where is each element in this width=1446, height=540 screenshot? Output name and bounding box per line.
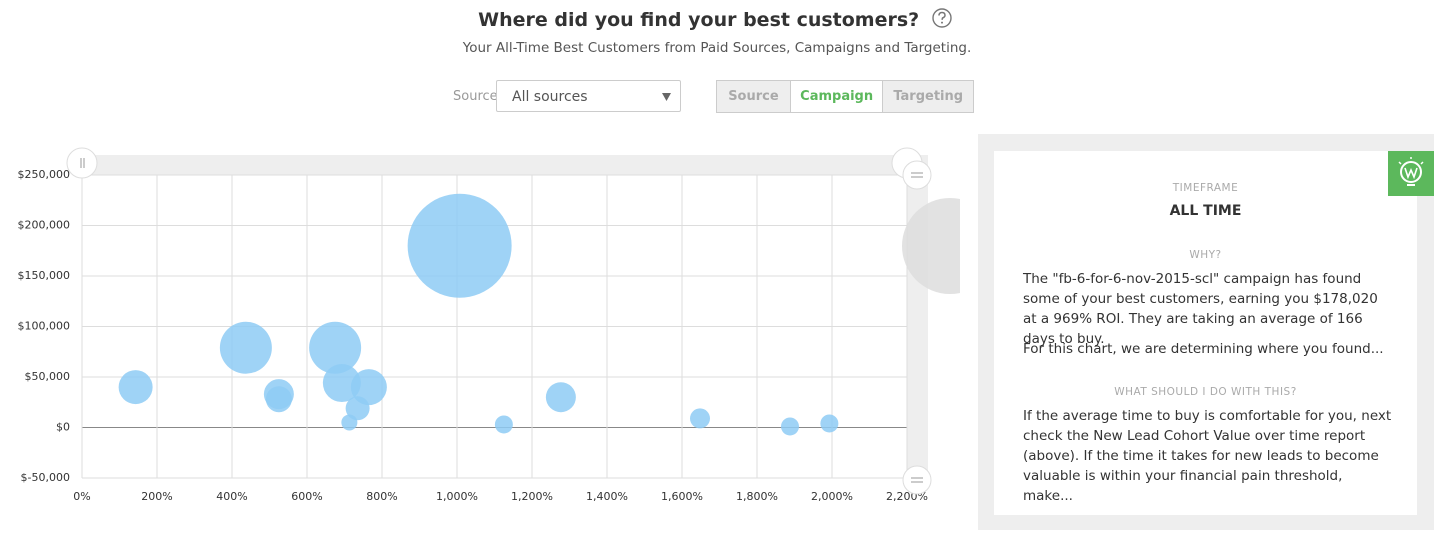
slider-handle[interactable]: [902, 160, 932, 190]
why-text: The "fb-6-for-6-nov-2015-scl" campaign h…: [1023, 271, 1378, 347]
y-tick-label: $100,000: [18, 320, 71, 333]
x-tick-label: 600%: [291, 490, 322, 503]
tab[interactable]: Campaign: [790, 81, 884, 112]
tab-group: Source Campaign Targeting: [716, 80, 974, 113]
source-select[interactable]: All sources: [496, 80, 681, 112]
x-tick-label: 200%: [141, 490, 172, 503]
y-tick-label: $50,000: [25, 370, 71, 383]
y-tick-label: $-50,000: [21, 471, 70, 484]
chart: $-50,000 $0 $50,000 $100,000 $150,000 $200,00…: [18, 147, 960, 503]
x-tick-label: 800%: [366, 490, 397, 503]
bubble: [345, 396, 370, 421]
slider-handle[interactable]: [902, 465, 932, 495]
bubble: [690, 408, 710, 429]
y-tick-label: $200,000: [18, 219, 71, 232]
range-slider[interactable]: [82, 155, 907, 175]
handles: [66, 147, 932, 495]
x-tick-label: 1,000%: [436, 490, 478, 503]
range-slider-vertical[interactable]: [907, 155, 928, 480]
bubble: [820, 414, 839, 433]
x-tick-label: 1,600%: [661, 490, 703, 503]
insight-card: [994, 151, 1417, 515]
y-tick-label: $150,000: [18, 269, 71, 282]
y-tick-label: $250,000: [18, 168, 71, 181]
y-tick-label: $0: [56, 421, 70, 434]
x-tick-label: 2,000%: [811, 490, 853, 503]
bubble: [322, 364, 361, 403]
bubble: [407, 193, 512, 298]
hover-shadow: [902, 198, 960, 294]
bubble: [309, 321, 362, 374]
slider-handle[interactable]: [66, 147, 98, 179]
title-text: Where did you find your best customers?: [478, 9, 920, 31]
subtitle: Your All-Time Best Customers from Paid S…: [462, 40, 972, 56]
action-label: WHAT SHOULD I DO WITH THIS?: [1114, 386, 1297, 398]
insight-icon[interactable]: [1388, 151, 1434, 196]
bubble: [219, 321, 272, 374]
x-tick-label: 1,800%: [736, 490, 778, 503]
bubble: [265, 386, 292, 413]
bubble: [118, 370, 153, 405]
action-text: If the average time to buy is comfortabl…: [1023, 408, 1392, 504]
tab[interactable]: Source: [717, 81, 791, 112]
bubble: [350, 369, 387, 406]
bubble: [545, 382, 576, 413]
dropdown-arrow: [662, 93, 671, 101]
x-tick-label: 1,200%: [511, 490, 553, 503]
timeframe-label: TIMEFRAME: [1172, 182, 1239, 194]
help-icon[interactable]: [932, 8, 952, 28]
bubble: [494, 415, 513, 434]
tab[interactable]: Targeting: [893, 89, 964, 104]
why-text-more: For this chart, we are determining where…: [1023, 341, 1384, 357]
x-tick-label: 1,400%: [586, 490, 628, 503]
bubble: [341, 414, 358, 431]
bulb-icon: [1398, 157, 1424, 186]
bubble: [781, 417, 799, 436]
timeframe-value: ALL TIME: [1169, 203, 1242, 219]
why-label: WHY?: [1189, 249, 1222, 261]
title: Where did you find your best customers?: [0, 8, 1430, 31]
x-tick-label: 0%: [73, 490, 90, 503]
select-value: All sources: [512, 89, 588, 105]
x-tick-label: 400%: [216, 490, 247, 503]
source-label: Source: [453, 89, 498, 104]
